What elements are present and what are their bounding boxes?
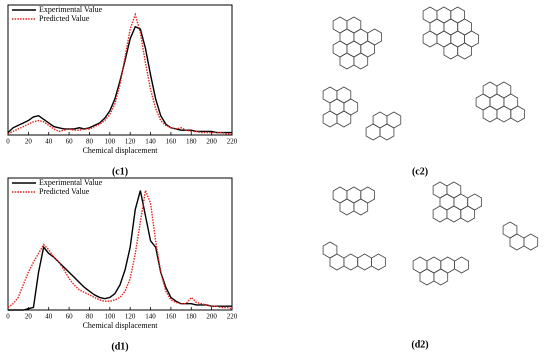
ring [367, 28, 383, 46]
x-tick-label: 0 [6, 313, 10, 321]
ring [482, 105, 498, 123]
ring [339, 52, 355, 70]
x-tick-label: 220 [227, 138, 238, 146]
x-tick-label: 60 [66, 138, 74, 146]
x-tick-label: 20 [25, 313, 33, 321]
x-tick-label: 120 [125, 313, 136, 321]
ring [443, 42, 459, 60]
ring [329, 253, 345, 271]
panel-label: (c1) [112, 166, 128, 177]
ring [440, 256, 456, 274]
ring [379, 123, 395, 141]
ring [446, 205, 462, 223]
series-line [7, 187, 233, 310]
panel-label: (c2) [412, 166, 428, 177]
x-tick-label: 0 [6, 138, 10, 146]
legend-label: Experimental Value [39, 5, 103, 14]
x-tick-label: 80 [86, 313, 94, 321]
x-tick-label: 20 [25, 138, 33, 146]
ring [523, 233, 539, 251]
ring [432, 205, 448, 223]
ring [336, 110, 352, 128]
series-line [7, 12, 232, 135]
ring [371, 253, 386, 271]
x-tick-label: 220 [227, 313, 238, 321]
panel-label: (d2) [411, 339, 428, 350]
ring [357, 253, 373, 271]
legend-label: Experimental Value [39, 178, 103, 187]
panel-label: (d1) [111, 341, 128, 352]
x-tick-label: 100 [105, 313, 116, 321]
ring [457, 42, 473, 60]
ring [422, 30, 438, 48]
ring [454, 256, 469, 274]
x-tick-label: 40 [45, 313, 53, 321]
legend-label: Predicted Value [39, 187, 90, 196]
ring [322, 110, 338, 128]
ring [509, 233, 525, 251]
x-axis-label: Chemical displacement [83, 321, 159, 330]
plot-frame [7, 4, 233, 136]
x-tick-label: 140 [145, 313, 156, 321]
x-tick-label: 180 [186, 313, 197, 321]
ring [496, 105, 512, 123]
x-tick-label: 60 [66, 313, 74, 321]
x-tick-label: 200 [206, 313, 217, 321]
ring [510, 105, 525, 123]
plot-frame [7, 177, 233, 311]
x-tick-label: 40 [45, 138, 53, 146]
ring [343, 253, 359, 271]
x-tick-label: 80 [86, 138, 94, 146]
series-line [8, 190, 232, 311]
ring [365, 123, 381, 141]
ring [353, 52, 369, 70]
ring [353, 198, 369, 216]
x-tick-label: 180 [186, 138, 197, 146]
ring [339, 198, 355, 216]
x-tick-label: 160 [166, 138, 177, 146]
series-line [7, 25, 232, 134]
x-axis-label: Chemical displacement [83, 146, 159, 155]
x-tick-label: 100 [105, 138, 116, 146]
x-tick-label: 120 [125, 138, 136, 146]
x-tick-label: 140 [145, 138, 156, 146]
x-tick-label: 160 [166, 313, 177, 321]
legend-label: Predicted Value [39, 14, 90, 23]
ring [460, 205, 476, 223]
ring [419, 268, 435, 286]
x-tick-label: 200 [206, 138, 217, 146]
